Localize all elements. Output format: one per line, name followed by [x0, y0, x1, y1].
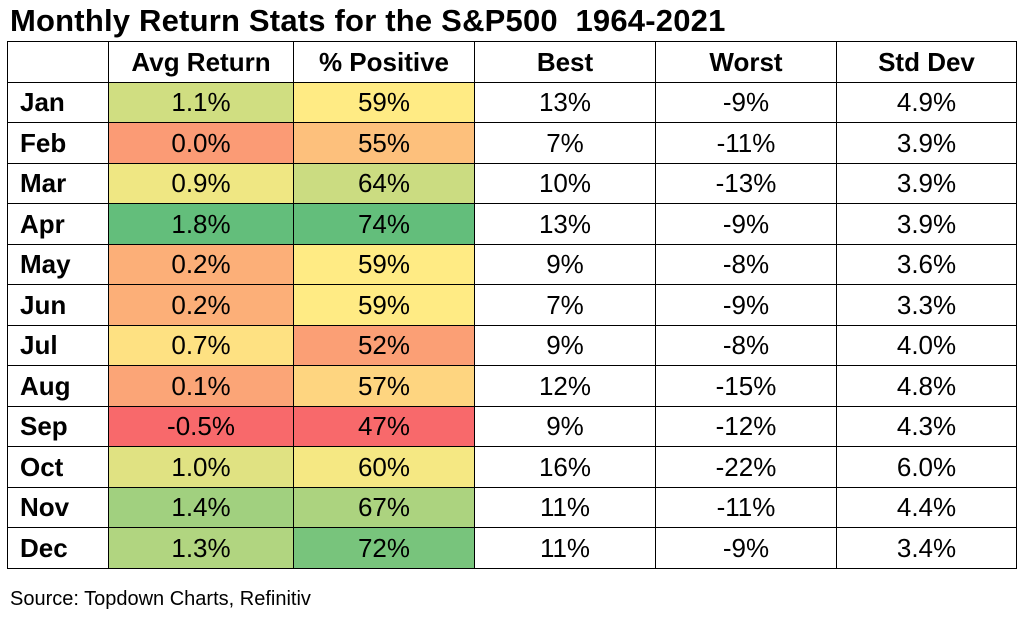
worst-cell: -8%: [655, 243, 837, 285]
month-cell: May: [7, 243, 109, 285]
best-cell: 9%: [474, 405, 656, 447]
avg-return-cell: 1.0%: [108, 446, 294, 488]
table-row: Apr 1.8% 74% 13% -9% 3.9%: [7, 203, 1017, 245]
pct-positive-cell: 59%: [293, 81, 475, 123]
month-cell: Jul: [7, 324, 109, 366]
worst-cell: -11%: [655, 122, 837, 164]
std-dev-cell: 3.9%: [836, 203, 1017, 245]
best-cell: 10%: [474, 162, 656, 204]
best-cell: 7%: [474, 122, 656, 164]
table-row: Jan 1.1% 59% 13% -9% 4.9%: [7, 81, 1017, 123]
pct-positive-cell: 59%: [293, 284, 475, 326]
table-body: Jan 1.1% 59% 13% -9% 4.9% Feb 0.0% 55% 7% -11% 3.9%…: [7, 81, 1017, 569]
best-cell: 9%: [474, 243, 656, 285]
avg-return-cell: 0.2%: [108, 243, 294, 285]
column-header-std-dev: Std Dev: [836, 41, 1017, 83]
std-dev-cell: 3.9%: [836, 122, 1017, 164]
avg-return-cell: 1.8%: [108, 203, 294, 245]
std-dev-cell: 6.0%: [836, 446, 1017, 488]
avg-return-cell: 1.3%: [108, 527, 294, 569]
best-cell: 12%: [474, 365, 656, 407]
pct-positive-cell: 67%: [293, 486, 475, 528]
month-cell: Sep: [7, 405, 109, 447]
pct-positive-cell: 60%: [293, 446, 475, 488]
pct-positive-cell: 52%: [293, 324, 475, 366]
pct-positive-cell: 55%: [293, 122, 475, 164]
chart-title: Monthly Return Stats for the S&P500 1964…: [10, 3, 726, 38]
table-row: Dec 1.3% 72% 11% -9% 3.4%: [7, 527, 1017, 569]
avg-return-cell: 0.7%: [108, 324, 294, 366]
table-row: Feb 0.0% 55% 7% -11% 3.9%: [7, 122, 1017, 164]
table-row: Jul 0.7% 52% 9% -8% 4.0%: [7, 324, 1017, 366]
pct-positive-cell: 72%: [293, 527, 475, 569]
best-cell: 16%: [474, 446, 656, 488]
avg-return-cell: 1.4%: [108, 486, 294, 528]
std-dev-cell: 4.3%: [836, 405, 1017, 447]
worst-cell: -13%: [655, 162, 837, 204]
worst-cell: -22%: [655, 446, 837, 488]
std-dev-cell: 3.9%: [836, 162, 1017, 204]
avg-return-cell: 1.1%: [108, 81, 294, 123]
worst-cell: -9%: [655, 203, 837, 245]
source-note: Source: Topdown Charts, Refinitiv: [10, 588, 311, 610]
worst-cell: -9%: [655, 284, 837, 326]
std-dev-cell: 3.3%: [836, 284, 1017, 326]
month-cell: Aug: [7, 365, 109, 407]
month-cell: Nov: [7, 486, 109, 528]
month-cell: Oct: [7, 446, 109, 488]
pct-positive-cell: 64%: [293, 162, 475, 204]
pct-positive-cell: 59%: [293, 243, 475, 285]
best-cell: 13%: [474, 81, 656, 123]
column-header-pct-positive: % Positive: [293, 41, 475, 83]
header-row: Avg Return % Positive Best Worst Std Dev: [7, 41, 1017, 83]
table-row: Oct 1.0% 60% 16% -22% 6.0%: [7, 446, 1017, 488]
avg-return-cell: 0.0%: [108, 122, 294, 164]
month-cell: Apr: [7, 203, 109, 245]
best-cell: 13%: [474, 203, 656, 245]
table-row: Jun 0.2% 59% 7% -9% 3.3%: [7, 284, 1017, 326]
table-row: Sep -0.5% 47% 9% -12% 4.3%: [7, 405, 1017, 447]
std-dev-cell: 3.4%: [836, 527, 1017, 569]
table-row: Mar 0.9% 64% 10% -13% 3.9%: [7, 162, 1017, 204]
worst-cell: -15%: [655, 365, 837, 407]
header-corner-cell: [7, 41, 109, 83]
column-header-worst: Worst: [655, 41, 837, 83]
worst-cell: -11%: [655, 486, 837, 528]
std-dev-cell: 4.0%: [836, 324, 1017, 366]
month-cell: Feb: [7, 122, 109, 164]
column-header-avg-return: Avg Return: [108, 41, 294, 83]
pct-positive-cell: 57%: [293, 365, 475, 407]
std-dev-cell: 4.9%: [836, 81, 1017, 123]
table-row: Aug 0.1% 57% 12% -15% 4.8%: [7, 365, 1017, 407]
best-cell: 11%: [474, 527, 656, 569]
std-dev-cell: 4.8%: [836, 365, 1017, 407]
avg-return-cell: 0.2%: [108, 284, 294, 326]
month-cell: Dec: [7, 527, 109, 569]
worst-cell: -8%: [655, 324, 837, 366]
month-cell: Mar: [7, 162, 109, 204]
table-row: Nov 1.4% 67% 11% -11% 4.4%: [7, 486, 1017, 528]
month-cell: Jun: [7, 284, 109, 326]
worst-cell: -9%: [655, 527, 837, 569]
avg-return-cell: -0.5%: [108, 405, 294, 447]
pct-positive-cell: 74%: [293, 203, 475, 245]
worst-cell: -12%: [655, 405, 837, 447]
worst-cell: -9%: [655, 81, 837, 123]
month-cell: Jan: [7, 81, 109, 123]
pct-positive-cell: 47%: [293, 405, 475, 447]
best-cell: 9%: [474, 324, 656, 366]
best-cell: 11%: [474, 486, 656, 528]
table-row: May 0.2% 59% 9% -8% 3.6%: [7, 243, 1017, 285]
std-dev-cell: 4.4%: [836, 486, 1017, 528]
avg-return-cell: 0.9%: [108, 162, 294, 204]
best-cell: 7%: [474, 284, 656, 326]
column-header-best: Best: [474, 41, 656, 83]
std-dev-cell: 3.6%: [836, 243, 1017, 285]
avg-return-cell: 0.1%: [108, 365, 294, 407]
monthly-stats-table: Avg Return % Positive Best Worst Std Dev…: [7, 41, 1017, 569]
